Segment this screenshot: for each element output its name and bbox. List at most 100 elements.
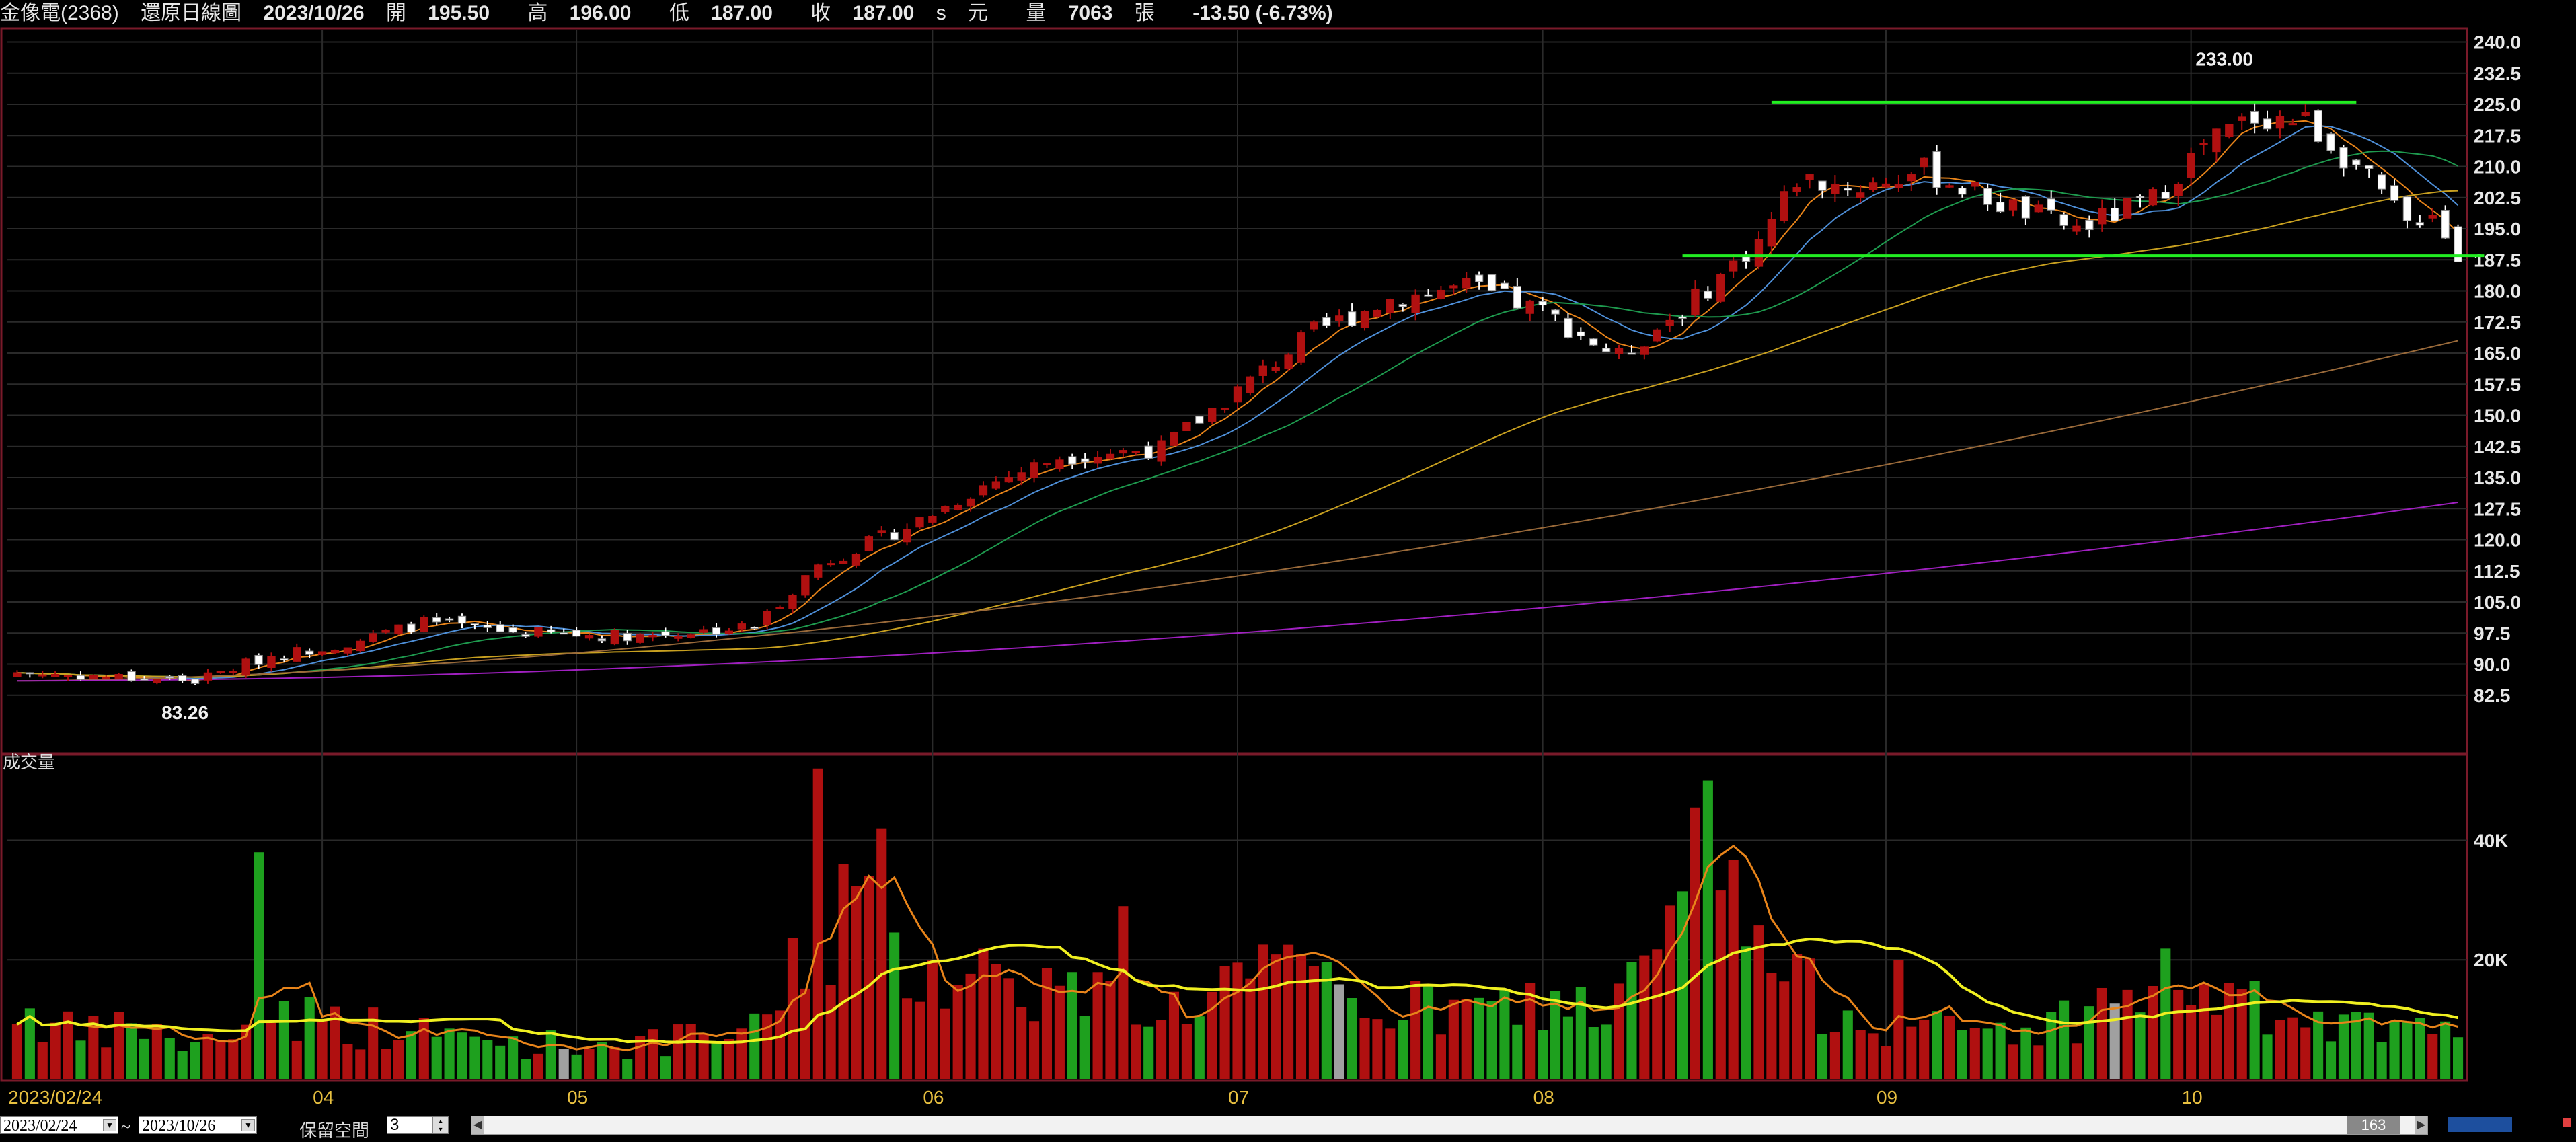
candle-body <box>1411 294 1420 313</box>
volume-bar <box>1283 944 1294 1079</box>
candle-body <box>648 634 657 638</box>
keep-space-value: 3 <box>390 1116 400 1134</box>
price-tick-label: 112.5 <box>2474 561 2520 582</box>
candle-body <box>1284 354 1293 369</box>
high-label: 高 <box>527 2 548 24</box>
candle-body <box>560 632 568 635</box>
volume-bar <box>1385 1028 1396 1079</box>
volume-bar <box>2096 987 2107 1079</box>
candle-body <box>2339 147 2348 169</box>
candle-body <box>775 607 784 609</box>
candle-body <box>737 623 747 630</box>
candle-body <box>178 675 187 681</box>
volume-bar <box>2427 1034 2438 1079</box>
ma240-line <box>17 502 2458 682</box>
scroll-thumb[interactable]: 163 <box>2347 1116 2400 1134</box>
candle-body <box>1360 311 1369 328</box>
candle-body <box>2059 214 2068 226</box>
volume-bar <box>482 1040 493 1079</box>
chevron-down-icon[interactable]: ▼ <box>103 1119 116 1131</box>
candle-body <box>1322 317 1331 326</box>
stock-chart[interactable]: 82.5 90.0 97.5 105.0 112.5 120.0 127.5 135.0 142… <box>0 27 2576 1113</box>
quote-date: 2023/10/26 <box>263 2 365 24</box>
candle-body <box>572 630 581 637</box>
candle-body <box>2428 215 2437 219</box>
candle-body <box>2365 165 2374 169</box>
candle-body <box>38 674 47 677</box>
candle-body <box>2085 219 2094 231</box>
start-date-select[interactable]: 2023/02/24 ▼ <box>0 1116 118 1135</box>
volume-bar <box>952 985 963 1079</box>
volume-bar <box>2351 1012 2361 1079</box>
volume-bar <box>940 1008 950 1079</box>
candle-body <box>2275 116 2285 129</box>
end-date-select[interactable]: 2023/10/26 ▼ <box>139 1116 257 1135</box>
candle-body <box>2212 128 2221 153</box>
candle-body <box>1119 450 1128 454</box>
volume-bar <box>1372 1019 1383 1079</box>
candle-body <box>1106 453 1115 459</box>
volume-bar <box>2186 1005 2197 1079</box>
keep-space-stepper[interactable]: 3 ▲ ▼ <box>387 1116 449 1134</box>
candle-body <box>724 630 734 635</box>
start-date-value: 2023/02/24 <box>3 1117 77 1135</box>
chart-scrollbar[interactable]: ◀ 163 ▶ <box>471 1116 2428 1135</box>
volume-bar <box>1410 981 1421 1079</box>
candle-body <box>2021 196 2031 219</box>
candle-body <box>1601 348 1611 352</box>
candle-body <box>1513 286 1522 309</box>
volume-label: 量 <box>1026 2 1047 24</box>
candle-body <box>26 672 34 675</box>
scroll-left-icon[interactable]: ◀ <box>471 1116 484 1134</box>
candle-body <box>2047 198 2055 211</box>
candle-body <box>1971 182 1979 187</box>
keep-space-label: 保留空間 <box>299 1121 370 1141</box>
candle-body <box>305 650 314 655</box>
volume-bar <box>368 1007 379 1079</box>
scroll-right-icon[interactable]: ▶ <box>2415 1116 2427 1134</box>
volume-bar <box>2287 1017 2298 1079</box>
volume-bar <box>1919 1019 1930 1079</box>
price-tick-label: 150.0 <box>2474 406 2521 426</box>
x-tick-label: 04 <box>313 1087 334 1108</box>
volume-bar <box>851 886 862 1079</box>
volume-bar <box>2198 983 2209 1079</box>
volume-bar <box>1067 972 1077 1079</box>
volume-bar <box>2173 989 2184 1079</box>
candle-body <box>1958 188 1967 195</box>
volume-bar <box>126 1023 137 1079</box>
volume-bar <box>2452 1037 2464 1079</box>
candle-body <box>445 618 454 621</box>
volume-bar <box>304 997 315 1079</box>
status-indicator-icon <box>2563 1118 2571 1127</box>
volume-bar <box>381 1049 391 1079</box>
volume-bar <box>1423 985 1434 1079</box>
candle-body <box>1640 346 1649 355</box>
close-value: 187.00 <box>852 2 915 24</box>
stepper-arrows-icon[interactable]: ▲ ▼ <box>432 1117 448 1133</box>
volume-bar <box>469 1036 480 1079</box>
volume-bar <box>2363 1012 2374 1079</box>
candle-body <box>1068 456 1077 465</box>
volume-bar <box>37 1042 48 1079</box>
volume-bar <box>1016 1007 1027 1079</box>
volume-bar <box>317 1020 328 1079</box>
candle-body <box>915 517 924 528</box>
volume-bar <box>711 1042 722 1079</box>
volume-bar <box>1562 1016 1574 1079</box>
candle-body <box>2390 185 2399 201</box>
candle-body <box>2441 210 2450 239</box>
volume-bar <box>1258 944 1268 1079</box>
candle-body <box>877 530 886 533</box>
candle-body <box>1500 282 1509 289</box>
volume-bar <box>1575 987 1586 1079</box>
chevron-down-icon[interactable]: ▼ <box>241 1119 255 1131</box>
volume-bar <box>762 1014 773 1079</box>
candle-body <box>1398 304 1407 307</box>
candle-body <box>216 671 225 673</box>
volume-bar <box>1525 983 1536 1079</box>
candle-body <box>1004 477 1013 483</box>
volume-bar <box>114 1012 124 1079</box>
candle-body <box>763 611 771 625</box>
x-tick-label: 2023/02/24 <box>8 1087 102 1108</box>
